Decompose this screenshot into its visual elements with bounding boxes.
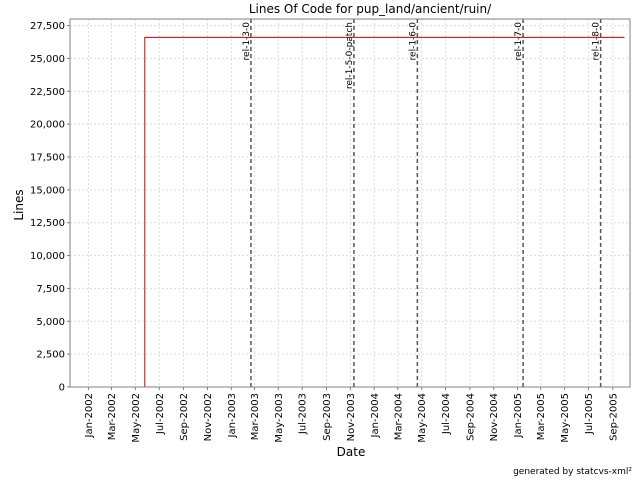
x-tick-label: May-2005: [560, 393, 571, 443]
footer-credit: generated by statcvs-xml²: [513, 467, 632, 477]
y-tick-label: 7,500: [36, 284, 65, 295]
release-marker-label: rel-1-5-0-patch: [345, 22, 355, 89]
release-markers: rel-1-3-0 rel-1-5-0-patch rel-1-6-0 rel-1-7…: [242, 19, 602, 387]
x-tick-label: Jan-2002: [84, 393, 95, 438]
x-tick-label: Jul-2005: [584, 393, 595, 435]
x-tick-label: Mar-2002: [107, 393, 118, 440]
x-tick-label: Jul-2003: [298, 393, 309, 435]
lines-of-code-series: [88, 36, 625, 388]
grid-lines: [70, 19, 630, 388]
y-tick-label: 0: [59, 383, 65, 394]
y-tick-label: 25,000: [30, 54, 65, 65]
x-tick-label: Jan-2003: [227, 393, 238, 438]
x-tick-label: Mar-2005: [536, 393, 547, 440]
x-tick-label: Sep-2005: [608, 393, 619, 441]
x-tick-label: Sep-2004: [465, 393, 476, 441]
x-tick-label: Jan-2005: [513, 393, 524, 438]
y-tick-label: 10,000: [30, 251, 65, 262]
y-tick-label: 20,000: [30, 120, 65, 131]
y-tick-label: 5,000: [36, 317, 65, 328]
release-marker-label: rel-1-8-0: [592, 22, 602, 61]
y-tick-label: 17,500: [30, 153, 65, 164]
y-tick-label: 2,500: [36, 350, 65, 361]
x-axis-label: Date: [337, 445, 366, 459]
y-tick-label: 15,000: [30, 185, 65, 196]
x-tick-label: Nov-2003: [346, 393, 357, 441]
x-tick-label: May-2004: [417, 393, 428, 443]
x-tick-label: Sep-2002: [179, 393, 190, 441]
x-tick-label: Nov-2002: [203, 393, 214, 441]
y-axis-label: Lines: [12, 189, 26, 220]
y-tick-label: 12,500: [30, 218, 65, 229]
x-tick-label: Jul-2004: [441, 393, 452, 435]
chart-title: Lines Of Code for pup_land/ancient/ruin/: [249, 2, 492, 16]
y-tick-label: 22,500: [30, 87, 65, 98]
x-tick-label: May-2003: [274, 393, 285, 443]
x-tick-label: Nov-2004: [489, 393, 500, 441]
x-axis-ticks: Jan-2002 Mar-2002 May-2002 Jul-2002 Sep-2002…: [84, 387, 619, 443]
x-tick-label: Sep-2003: [322, 393, 333, 441]
x-tick-label: Mar-2003: [250, 393, 261, 440]
release-marker-label: rel-1-6-0: [408, 22, 418, 61]
x-tick-label: Jul-2002: [155, 393, 166, 435]
release-marker-label: rel-1-3-0: [242, 22, 252, 61]
series-lines: [88, 36, 625, 388]
release-marker-label: rel-1-7-0: [514, 22, 524, 61]
y-tick-label: 27,500: [30, 21, 65, 32]
x-tick-label: Mar-2004: [393, 393, 404, 440]
x-tick-label: May-2002: [131, 393, 142, 443]
y-axis-ticks: 0 2,500 5,000 7,500 10,000 12,500 15,000 17,500…: [30, 21, 70, 394]
x-tick-label: Jan-2004: [370, 393, 381, 438]
